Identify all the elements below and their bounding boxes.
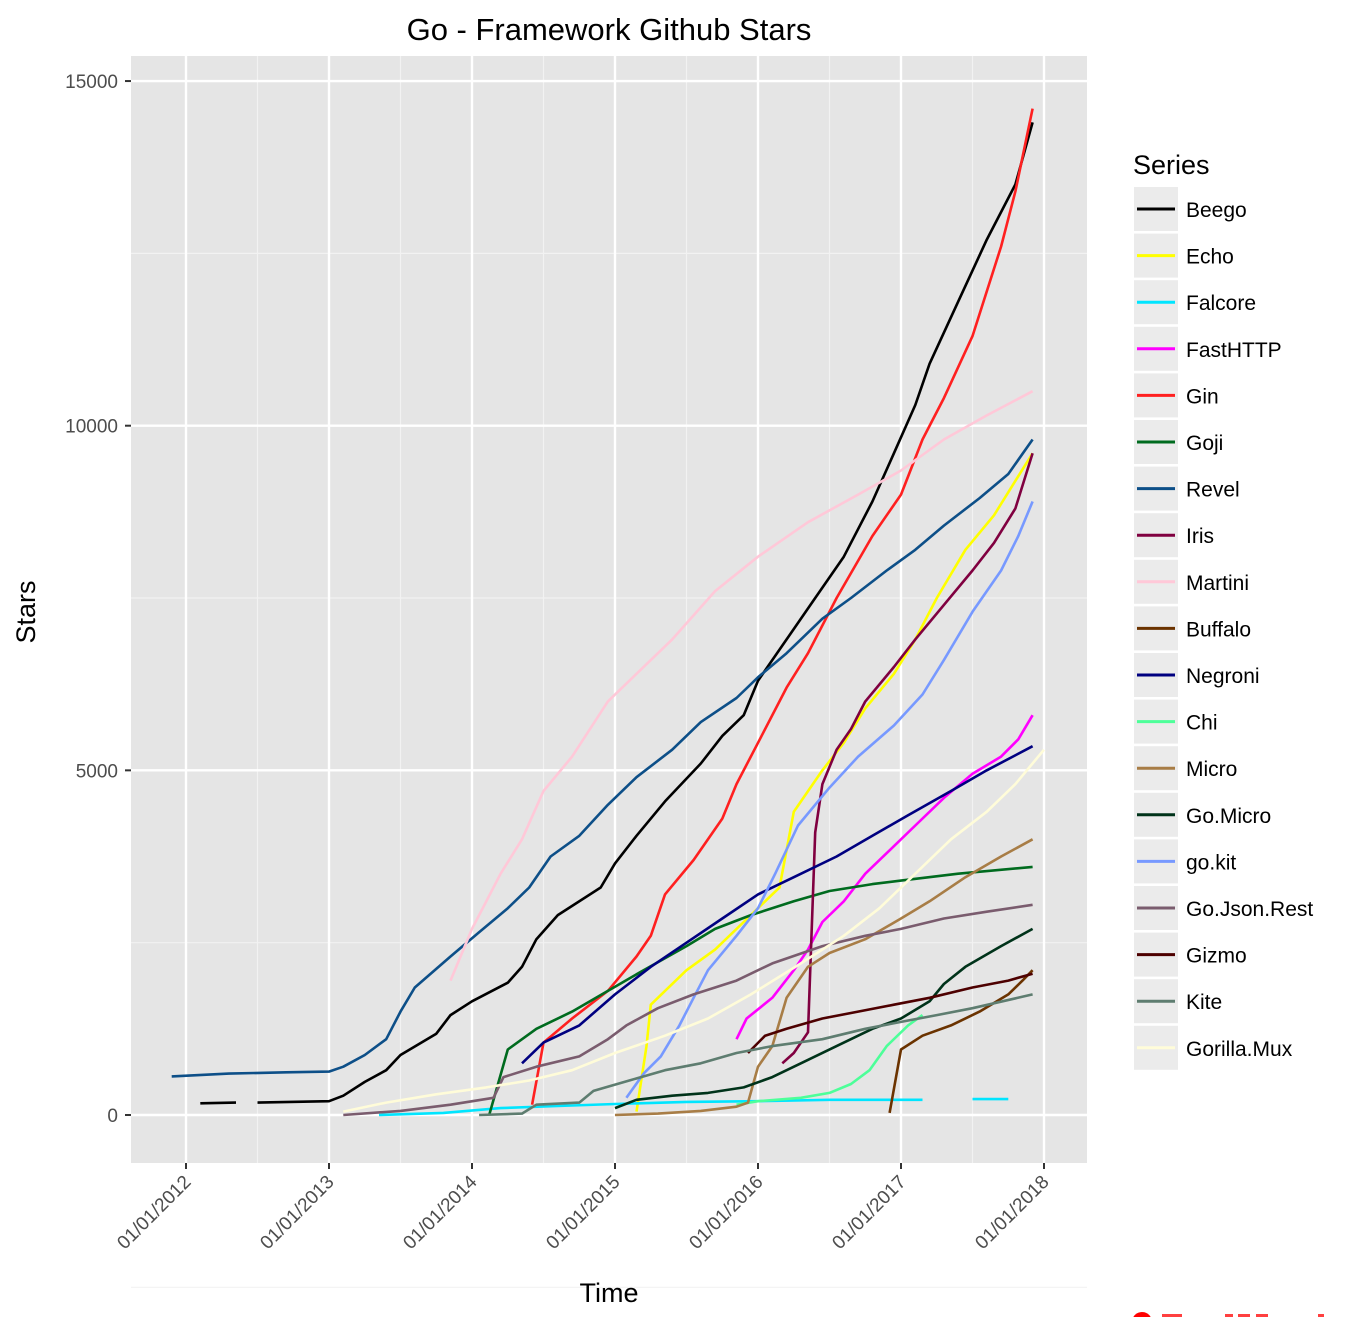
legend-label: Go.Micro [1186, 805, 1271, 828]
series-gizmo [747, 972, 1033, 1054]
y-axis-ticks: 0 5000 10000 15000 [65, 72, 131, 1127]
legend-item: Buffalo [1134, 606, 1251, 651]
legend-label: Revel [1186, 479, 1240, 502]
legend-label: Gin [1186, 385, 1219, 408]
x-axis-title: Time [580, 1278, 639, 1308]
legend: Beego Echo Falcore FastHTTP Gin Goji Revel Iris… [1134, 187, 1313, 1070]
x-tick-label: 01/01/2014 [399, 1171, 481, 1253]
grid-lines [131, 56, 1087, 1288]
series-go-json-rest [343, 903, 1033, 1117]
series-chi [736, 1014, 924, 1106]
plot-panel [131, 56, 1087, 1163]
legend-item: Goji [1134, 420, 1223, 464]
legend-item: Micro [1134, 746, 1237, 791]
legend-item: Go.Micro [1134, 792, 1271, 837]
legend-label: Goji [1186, 432, 1223, 455]
legend-label: Negroni [1186, 665, 1260, 688]
legend-label: Micro [1186, 758, 1237, 781]
y-tick-label: 10000 [65, 417, 118, 438]
series-revel [171, 438, 1034, 1078]
legend-label: Gizmo [1186, 945, 1247, 968]
series-go-micro [614, 927, 1034, 1110]
legend-label: Falcore [1186, 292, 1256, 315]
legend-label: Kite [1186, 991, 1222, 1014]
legend-item: Iris [1134, 513, 1214, 558]
watermark-logo [1133, 1312, 1324, 1317]
legend-item: Falcore [1134, 280, 1256, 325]
legend-label: Gorilla.Mux [1186, 1038, 1293, 1061]
legend-item: Negroni [1134, 653, 1260, 697]
series-echo [635, 452, 1034, 1112]
legend-label: go.kit [1186, 851, 1236, 874]
legend-label: Beego [1186, 199, 1247, 222]
x-tick-label: 01/01/2018 [971, 1172, 1053, 1254]
legend-label: Chi [1186, 712, 1218, 735]
series-falcore [378, 1097, 1009, 1117]
legend-item: go.kit [1134, 839, 1236, 884]
series-beego [200, 122, 1034, 1105]
legend-label: Buffalo [1186, 618, 1251, 641]
legend-item: Beego [1134, 187, 1247, 231]
legend-item: Martini [1134, 559, 1249, 604]
y-tick-label: 0 [107, 1106, 118, 1127]
x-axis-ticks: 01/01/2012 01/01/2013 01/01/2014 01/01/2015… [113, 1163, 1054, 1254]
legend-label: Go.Json.Rest [1186, 898, 1313, 921]
x-tick-label: 01/01/2015 [542, 1172, 624, 1254]
series-negroni [521, 745, 1034, 1065]
x-tick-label: 01/01/2016 [685, 1172, 767, 1254]
y-axis-title: Stars [11, 580, 41, 643]
series-martini [449, 390, 1034, 982]
legend-item: Kite [1134, 979, 1222, 1024]
legend-item: Go.Json.Rest [1134, 886, 1313, 930]
x-tick-label: 01/01/2013 [256, 1172, 338, 1254]
legend-item: Gizmo [1134, 932, 1247, 977]
legend-label: Echo [1186, 246, 1234, 269]
series-goji [487, 865, 1033, 1116]
series-kite [479, 993, 1033, 1117]
x-tick-label: 01/01/2012 [113, 1172, 195, 1254]
series-go-kit [625, 501, 1034, 1099]
series-micro [614, 838, 1034, 1117]
y-tick-label: 5000 [76, 761, 118, 782]
chart-title: Go - Framework Github Stars [407, 12, 812, 47]
legend-label: Iris [1186, 525, 1214, 548]
legend-item: Chi [1134, 699, 1218, 744]
y-tick-label: 15000 [65, 72, 118, 93]
x-tick-label: 01/01/2017 [828, 1172, 910, 1254]
legend-title: Series [1133, 150, 1210, 180]
legend-item: Echo [1134, 233, 1234, 278]
legend-item: Gorilla.Mux [1134, 1025, 1293, 1070]
legend-item: FastHTTP [1134, 326, 1282, 371]
series-fasthttp [735, 714, 1034, 1040]
series-buffalo [888, 969, 1034, 1114]
legend-item: Revel [1134, 466, 1240, 511]
series-gorilla-mux [343, 748, 1045, 1113]
series-lines [171, 108, 1045, 1117]
series-gin [530, 108, 1034, 1105]
legend-label: FastHTTP [1186, 339, 1282, 362]
legend-label: Martini [1186, 572, 1249, 595]
legend-item: Gin [1134, 373, 1219, 418]
